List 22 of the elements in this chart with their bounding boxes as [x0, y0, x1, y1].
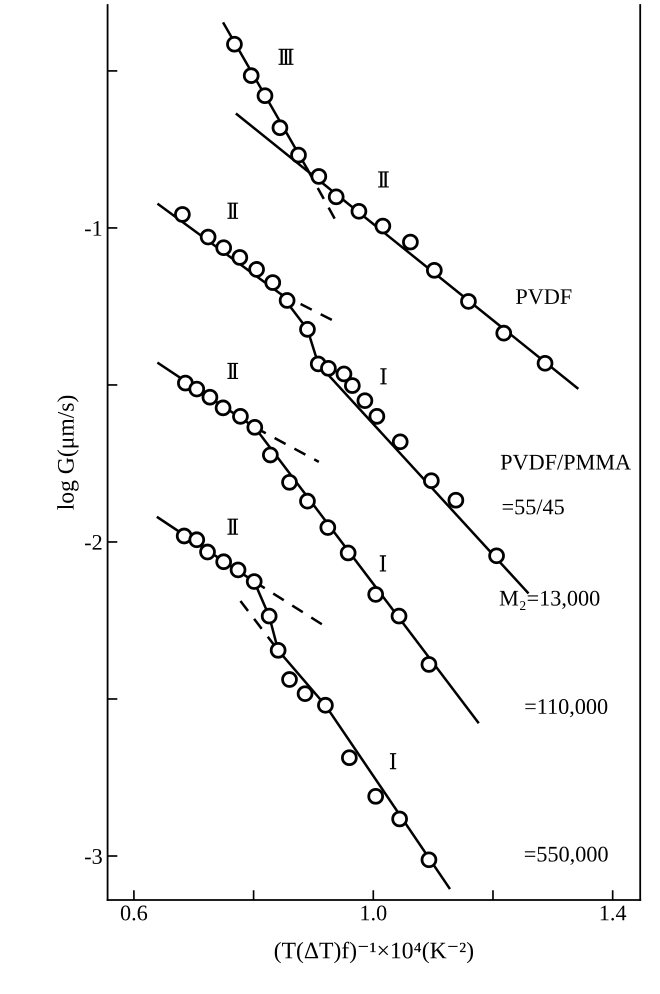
x-tick-label: 1.0 — [361, 905, 386, 921]
x-tick-label: 0.6 — [120, 905, 148, 921]
y-tick-label: -2 — [85, 534, 102, 550]
annotation: Ⅰ — [390, 753, 396, 770]
y-axis-title: log G(μm/s) — [57, 396, 79, 510]
annotation: =55/45 — [502, 500, 564, 514]
y-tick-label: -1 — [85, 220, 102, 236]
x-axis-title: (T(ΔT)f)⁻¹×10⁴(K⁻²) — [274, 942, 474, 964]
annotation: Ⅲ — [278, 48, 294, 65]
y-tick-label: -3 — [85, 849, 102, 864]
annotation: Ⅰ — [380, 368, 387, 384]
annotation: Ⅱ — [378, 171, 389, 188]
annotation: Ⅱ — [227, 362, 238, 380]
annotation: PVDF — [516, 289, 572, 304]
annotation: =550,000 — [524, 846, 608, 865]
annotation: PVDF/PMMA — [500, 454, 631, 470]
annotation: =110,000 — [525, 699, 608, 718]
annotation: Ⅰ — [380, 555, 386, 572]
annotation: M₂=13,000 — [500, 590, 600, 610]
annotation: Ⅱ — [227, 202, 238, 219]
annotation: Ⅱ — [227, 518, 238, 535]
x-tick-label: 1.4 — [600, 906, 626, 921]
